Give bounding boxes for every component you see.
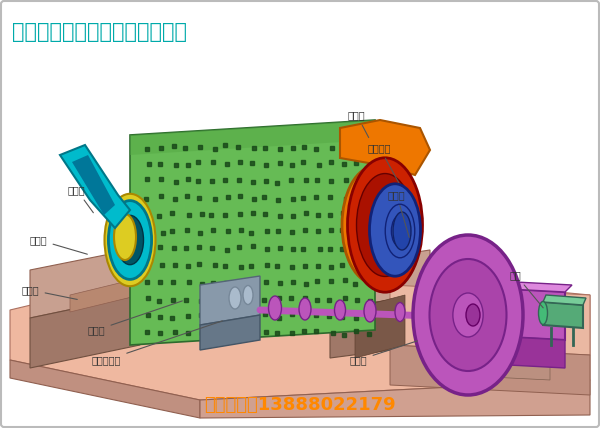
Text: 气罐: 气罐	[510, 270, 543, 308]
Polygon shape	[490, 288, 565, 340]
Ellipse shape	[356, 173, 413, 276]
Ellipse shape	[478, 288, 502, 336]
Text: 出料部: 出料部	[388, 190, 409, 238]
Polygon shape	[130, 120, 375, 155]
Polygon shape	[30, 295, 140, 368]
Ellipse shape	[124, 228, 137, 252]
Ellipse shape	[393, 212, 411, 250]
Ellipse shape	[347, 158, 422, 292]
Polygon shape	[330, 295, 430, 358]
Ellipse shape	[395, 223, 404, 239]
Polygon shape	[10, 260, 590, 400]
Polygon shape	[330, 250, 430, 308]
Text: 对开齿轮: 对开齿轮	[368, 143, 398, 183]
Ellipse shape	[116, 215, 143, 265]
Ellipse shape	[114, 214, 136, 260]
Ellipse shape	[364, 300, 376, 322]
Ellipse shape	[243, 285, 253, 304]
Polygon shape	[430, 344, 550, 380]
Polygon shape	[70, 278, 140, 312]
Ellipse shape	[413, 235, 523, 395]
Ellipse shape	[370, 184, 421, 276]
Ellipse shape	[342, 166, 408, 284]
Ellipse shape	[466, 304, 480, 326]
Ellipse shape	[430, 259, 506, 371]
Ellipse shape	[299, 298, 311, 320]
Polygon shape	[200, 380, 590, 418]
Ellipse shape	[104, 194, 155, 286]
Ellipse shape	[349, 179, 401, 271]
Polygon shape	[430, 292, 550, 350]
Ellipse shape	[453, 293, 483, 337]
Polygon shape	[390, 285, 590, 355]
Ellipse shape	[229, 287, 241, 309]
Ellipse shape	[539, 301, 548, 324]
Ellipse shape	[350, 180, 400, 270]
Polygon shape	[543, 302, 583, 328]
Ellipse shape	[385, 204, 415, 258]
Text: 筒体部: 筒体部	[88, 301, 182, 335]
Text: 齿轮罩: 齿轮罩	[348, 110, 369, 137]
Text: 进料部: 进料部	[30, 235, 88, 254]
Polygon shape	[200, 276, 260, 325]
Ellipse shape	[391, 215, 409, 247]
Text: 技术总监：13888022179: 技术总监：13888022179	[204, 396, 396, 414]
Ellipse shape	[269, 296, 281, 320]
Polygon shape	[200, 315, 260, 350]
Text: 昆明滇重矿机球磨机结构示意图: 昆明滇重矿机球磨机结构示意图	[12, 22, 187, 42]
Text: 传动部: 传动部	[350, 341, 418, 365]
Polygon shape	[355, 295, 405, 358]
Ellipse shape	[395, 303, 405, 321]
Text: 给料器: 给料器	[68, 185, 94, 213]
Polygon shape	[390, 345, 590, 395]
Polygon shape	[490, 336, 565, 368]
Polygon shape	[130, 120, 375, 345]
Polygon shape	[340, 120, 430, 175]
Text: 慢速传动部: 慢速传动部	[92, 321, 223, 365]
Polygon shape	[72, 155, 115, 215]
Polygon shape	[490, 281, 572, 292]
Ellipse shape	[335, 300, 346, 320]
Ellipse shape	[109, 201, 152, 279]
Polygon shape	[10, 360, 200, 418]
Polygon shape	[543, 295, 586, 305]
Polygon shape	[60, 145, 130, 228]
Polygon shape	[30, 248, 140, 318]
Text: 轴承座: 轴承座	[22, 285, 77, 300]
